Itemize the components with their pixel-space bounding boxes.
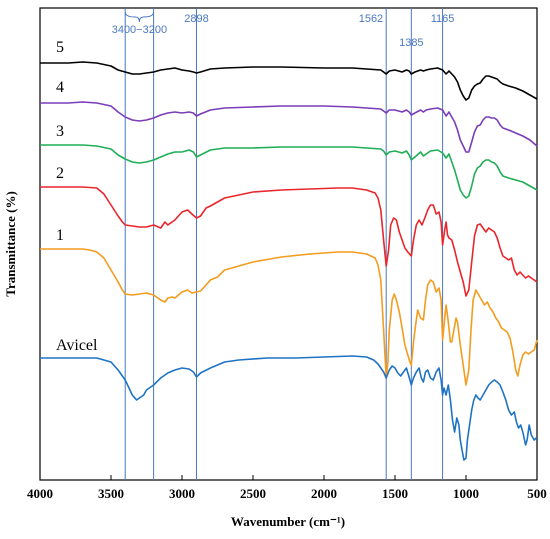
series-line-1 [40, 248, 538, 386]
series-line-3 [40, 144, 538, 199]
series-layer [40, 61, 538, 461]
series-label: 4 [56, 79, 64, 96]
x-tick-label: 2000 [311, 486, 337, 501]
series-line-2 [40, 186, 538, 297]
annotation-label: 1165 [431, 13, 455, 25]
plot-frame [39, 7, 538, 481]
x-tick-label: 3500 [98, 486, 124, 501]
x-tick-label: 500 [527, 486, 547, 501]
series-line-5 [40, 61, 538, 101]
series-label: Avicel [56, 337, 98, 354]
series-label: 2 [56, 165, 64, 182]
x-tick-label: 1500 [382, 486, 408, 501]
x-tick-label: 2500 [240, 486, 266, 501]
series-label: 3 [56, 123, 64, 140]
series-line-4 [40, 101, 538, 153]
series-label-layer: 5 4 3 2 1 Avicel [56, 39, 98, 354]
annotation-label: 2898 [184, 13, 208, 25]
range-bracket [124, 11, 155, 23]
annotation-label: 1562 [359, 13, 383, 25]
x-tick-label: 3000 [169, 486, 195, 501]
series-label: 5 [56, 39, 64, 56]
series-label: 1 [56, 227, 64, 244]
annotation-label: 3400−3200 [112, 24, 167, 36]
annotation-layer: 3400−3200 2898 1562 1385 1165 [112, 8, 455, 480]
y-axis-title: Transmittance (%) [3, 191, 18, 297]
x-tick-label: 1000 [453, 486, 479, 501]
x-axis-title: Wavenumber (cm⁻¹) [231, 514, 345, 529]
x-tick-label: 4000 [27, 486, 53, 501]
annotation-label: 1385 [399, 37, 423, 49]
x-tick-layer: 4000 3500 3000 2500 2000 1500 1000 500 [27, 475, 547, 501]
series-line-avicel [40, 355, 538, 461]
